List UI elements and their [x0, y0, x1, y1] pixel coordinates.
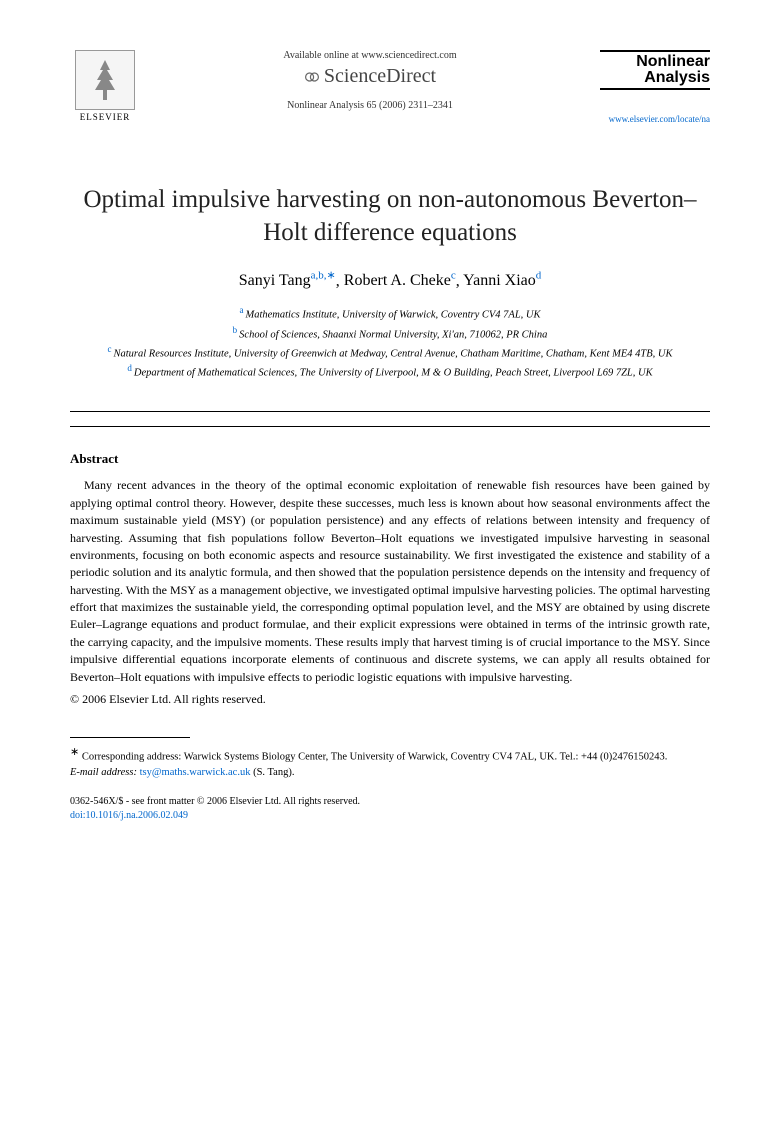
author-3[interactable]: Yanni Xiaod — [463, 272, 541, 289]
divider-rule-bottom — [70, 426, 710, 427]
journal-url-link[interactable]: www.elsevier.com/locate/na — [600, 114, 710, 124]
authors-line: Sanyi Tanga,b,∗, Robert A. Chekec, Yanni… — [70, 269, 710, 290]
abstract-copyright: © 2006 Elsevier Ltd. All rights reserved… — [70, 692, 710, 707]
header-center: Available online at www.sciencedirect.co… — [140, 50, 600, 111]
author-3-sup: d — [536, 270, 542, 282]
email-author-name: (S. Tang). — [253, 767, 294, 778]
doi-link[interactable]: doi:10.1016/j.na.2006.02.049 — [70, 810, 188, 821]
available-online-text: Available online at www.sciencedirect.co… — [150, 50, 590, 61]
email-link[interactable]: tsy@maths.warwick.ac.uk — [140, 767, 251, 778]
issn-line: 0362-546X/$ - see front matter © 2006 El… — [70, 795, 710, 809]
footnotes-block: ∗ Corresponding address: Warwick Systems… — [70, 744, 710, 781]
bottom-block: 0362-546X/$ - see front matter © 2006 El… — [70, 795, 710, 823]
sciencedirect-brand[interactable]: ScienceDirect — [150, 65, 590, 88]
affiliation-d: dDepartment of Mathematical Sciences, Th… — [70, 362, 710, 381]
author-2-sup: c — [451, 270, 456, 282]
footnote-rule — [70, 737, 190, 738]
journal-name-line2: Analysis — [600, 70, 710, 86]
title-section: Optimal impulsive harvesting on non-auto… — [70, 184, 710, 249]
author-1-sup: a,b,∗ — [311, 270, 336, 282]
publisher-block: ELSEVIER — [70, 50, 140, 122]
publisher-name: ELSEVIER — [80, 112, 131, 122]
journal-reference: Nonlinear Analysis 65 (2006) 2311–2341 — [150, 100, 590, 111]
journal-name-line1: Nonlinear — [600, 54, 710, 70]
paper-title: Optimal impulsive harvesting on non-auto… — [70, 184, 710, 249]
sciencedirect-icon — [304, 69, 320, 85]
journal-logo-block: Nonlinear Analysis www.elsevier.com/loca… — [600, 50, 710, 124]
corresponding-footnote: ∗ Corresponding address: Warwick Systems… — [70, 744, 710, 765]
author-2[interactable]: Robert A. Chekec — [344, 272, 456, 289]
sciencedirect-label: ScienceDirect — [324, 65, 436, 88]
abstract-heading: Abstract — [70, 451, 710, 467]
tree-icon — [85, 55, 125, 105]
page-header: ELSEVIER Available online at www.science… — [70, 50, 710, 124]
journal-title-box: Nonlinear Analysis — [600, 50, 710, 90]
author-1[interactable]: Sanyi Tanga,b,∗ — [239, 272, 336, 289]
divider-rule-top — [70, 411, 710, 412]
abstract-body: Many recent advances in the theory of th… — [70, 477, 710, 686]
email-label: E-mail address: — [70, 767, 137, 778]
affiliations-block: aMathematics Institute, University of Wa… — [70, 304, 710, 381]
affiliation-c: cNatural Resources Institute, University… — [70, 343, 710, 362]
elsevier-tree-logo — [75, 50, 135, 110]
email-footnote: E-mail address: tsy@maths.warwick.ac.uk … — [70, 765, 710, 781]
affiliation-b: bSchool of Sciences, Shaanxi Normal Univ… — [70, 324, 710, 343]
affiliation-a: aMathematics Institute, University of Wa… — [70, 304, 710, 323]
